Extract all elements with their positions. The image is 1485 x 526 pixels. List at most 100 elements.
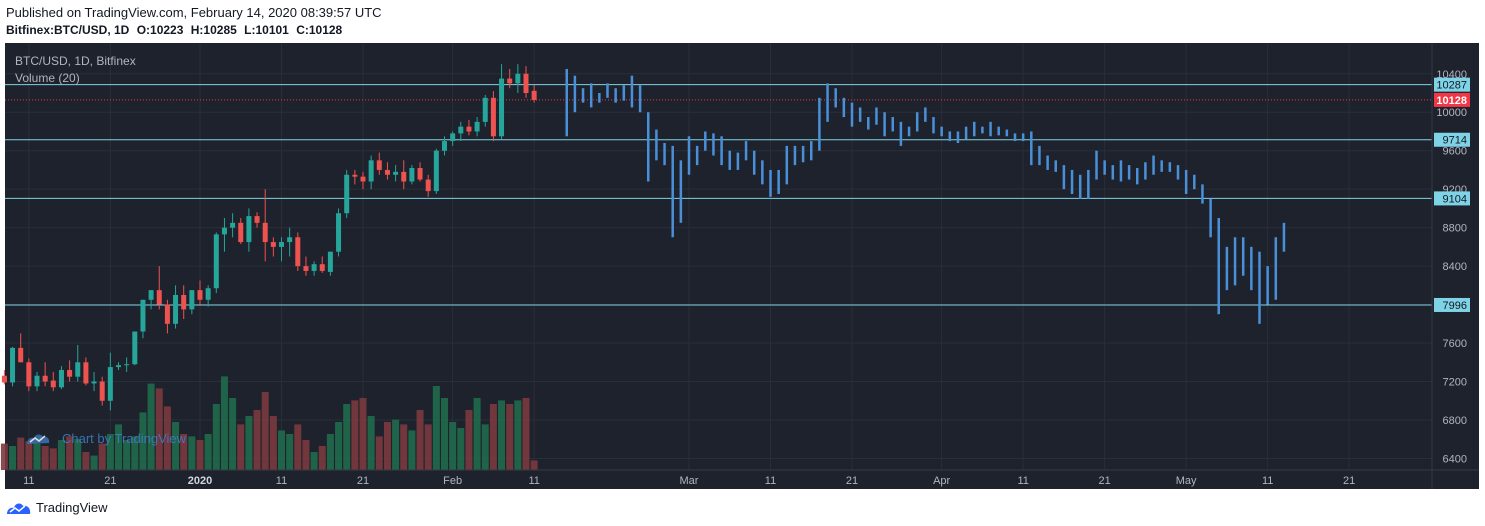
projection-bar[interactable]	[647, 112, 650, 182]
projection-bar[interactable]	[1119, 160, 1123, 182]
candles[interactable]	[0, 64, 537, 443]
candle-body[interactable]	[409, 168, 415, 182]
projection-bar[interactable]	[883, 112, 886, 137]
projection-bar[interactable]	[769, 169, 772, 197]
candle-body[interactable]	[132, 331, 138, 365]
candle-body[interactable]	[75, 362, 81, 377]
projection-bar[interactable]	[777, 169, 780, 194]
projection-bar[interactable]	[1233, 237, 1237, 286]
projection-bar[interactable]	[1250, 246, 1253, 291]
projection-bar[interactable]	[671, 145, 674, 238]
candle-body[interactable]	[401, 171, 407, 182]
projection-bar[interactable]	[630, 75, 634, 108]
projection-bar[interactable]	[1193, 174, 1196, 190]
candle-body[interactable]	[67, 369, 73, 377]
candle-body[interactable]	[164, 304, 170, 324]
candle-body[interactable]	[10, 347, 16, 383]
candle-body[interactable]	[515, 73, 521, 84]
projection-bar[interactable]	[1013, 133, 1017, 142]
candle-body[interactable]	[336, 213, 342, 252]
projection-bar[interactable]	[1241, 237, 1245, 276]
projection-bar[interactable]	[1087, 169, 1090, 199]
candle-body[interactable]	[287, 237, 293, 243]
projection-bar[interactable]	[679, 160, 683, 223]
projection-bar[interactable]	[850, 102, 854, 127]
projection-bar[interactable]	[1021, 133, 1025, 142]
projection-bar[interactable]	[948, 131, 952, 142]
projection-bar[interactable]	[1030, 131, 1033, 166]
candle-body[interactable]	[173, 294, 179, 324]
candle-body[interactable]	[474, 121, 480, 132]
projection-bar[interactable]	[842, 97, 846, 118]
projection-bar[interactable]	[687, 136, 691, 175]
projection-bar[interactable]	[826, 83, 829, 122]
projection-bar[interactable]	[1217, 218, 1221, 315]
projection-bar[interactable]	[565, 68, 569, 137]
candle-body[interactable]	[197, 290, 203, 300]
projection-bar[interactable]	[589, 83, 593, 108]
candle-body[interactable]	[458, 126, 464, 134]
candle-body[interactable]	[83, 362, 89, 384]
projection-bar[interactable]	[1201, 184, 1204, 204]
candle-body[interactable]	[425, 179, 431, 192]
candle-body[interactable]	[230, 222, 236, 228]
projection-bar[interactable]	[1282, 222, 1286, 252]
projection-bar[interactable]	[704, 131, 707, 151]
projection-bar[interactable]	[606, 83, 609, 98]
candle-body[interactable]	[116, 365, 121, 368]
projection-bar[interactable]	[907, 126, 911, 137]
footer-brand[interactable]: TradingView	[6, 499, 108, 515]
projection-bar[interactable]	[1111, 165, 1115, 180]
candle-body[interactable]	[1, 375, 7, 383]
candle-body[interactable]	[327, 251, 333, 272]
candle-body[interactable]	[262, 222, 268, 243]
projection-bar[interactable]	[940, 126, 943, 137]
time-axis-background[interactable]	[5, 470, 1479, 489]
projection-bar[interactable]	[810, 141, 813, 161]
projection-bar[interactable]	[1258, 251, 1261, 324]
projection-bar[interactable]	[663, 143, 666, 166]
candle-body[interactable]	[254, 216, 260, 223]
projection-bar[interactable]	[981, 126, 984, 134]
projection-bar[interactable]	[793, 145, 797, 166]
candle-body[interactable]	[417, 168, 423, 180]
projection-bar[interactable]	[1266, 266, 1269, 305]
candle-body[interactable]	[238, 222, 244, 243]
candle-body[interactable]	[58, 369, 64, 388]
candle-body[interactable]	[18, 347, 24, 363]
projection-bar[interactable]	[801, 145, 805, 163]
projection-bar[interactable]	[638, 85, 642, 113]
candle-body[interactable]	[344, 174, 350, 214]
candle-body[interactable]	[433, 150, 439, 192]
projection-bar[interactable]	[858, 107, 862, 122]
projection-bar[interactable]	[891, 117, 895, 132]
candle-body[interactable]	[270, 242, 276, 247]
projection-bar[interactable]	[989, 121, 992, 137]
candle-body[interactable]	[26, 362, 32, 387]
price-axis-background[interactable]	[1432, 43, 1479, 489]
candle-body[interactable]	[148, 290, 154, 300]
projection-bar[interactable]	[728, 150, 732, 170]
candle-body[interactable]	[319, 264, 325, 271]
candle-body[interactable]	[213, 234, 219, 289]
candle-body[interactable]	[50, 380, 56, 388]
projection-bar[interactable]	[932, 117, 935, 134]
candle-body[interactable]	[442, 141, 447, 151]
candle-body[interactable]	[393, 171, 399, 175]
candle-body[interactable]	[42, 375, 48, 382]
projection-bar[interactable]	[785, 145, 789, 185]
projection-bar[interactable]	[915, 112, 919, 132]
candle-body[interactable]	[490, 97, 496, 137]
candle-body[interactable]	[368, 160, 374, 182]
projection-bar[interactable]	[1127, 165, 1131, 180]
projection-bar[interactable]	[1168, 162, 1172, 172]
candle-body[interactable]	[140, 299, 146, 332]
projection-bar[interactable]	[712, 133, 715, 156]
projection-bar[interactable]	[622, 85, 626, 101]
projection-bar[interactable]	[1070, 169, 1074, 194]
projection-bars[interactable]	[565, 68, 1286, 324]
projection-bar[interactable]	[834, 88, 837, 108]
projection-bar[interactable]	[655, 129, 658, 161]
projection-bar[interactable]	[964, 126, 968, 140]
projection-bar[interactable]	[614, 88, 617, 103]
